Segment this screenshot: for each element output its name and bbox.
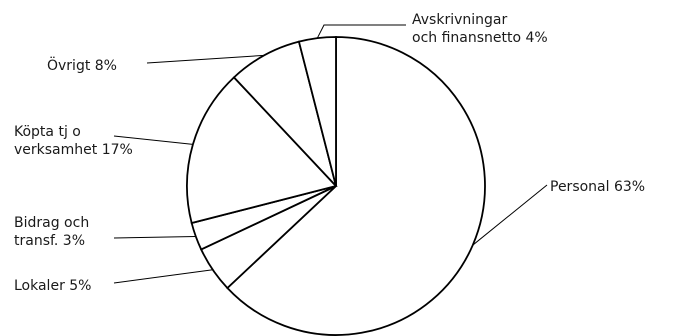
leader-line <box>146 54 265 64</box>
pie-slice <box>186 76 338 225</box>
slice-label-line: Köpta tj o <box>14 124 81 140</box>
leader-line <box>113 135 193 145</box>
leader-line <box>472 184 548 246</box>
slice-label-line: och finansnetto 4% <box>412 30 548 46</box>
leader-line <box>113 269 213 284</box>
slice-label: Övrigt 8% <box>47 56 117 74</box>
slice-label-line: Övrigt 8% <box>47 56 117 74</box>
slice-label-line: Bidrag och <box>14 215 89 231</box>
slice-label-line: verksamhet 17% <box>14 142 133 158</box>
slice-label: Personal 63% <box>550 179 645 195</box>
leader-line <box>316 24 406 39</box>
slice-label: Köpta tj o verksamhet 17% <box>14 124 133 158</box>
slice-label: Avskrivningar och finansnetto 4% <box>412 12 548 46</box>
leader-line <box>113 236 196 239</box>
slice-label-line: Avskrivningar <box>412 12 507 28</box>
slice-label: Bidrag och transf. 3% <box>14 215 89 249</box>
slice-label-line: Personal 63% <box>550 179 645 195</box>
slice-label-line: Lokaler 5% <box>14 278 91 294</box>
slice-label: Lokaler 5% <box>14 278 91 294</box>
slice-label-line: transf. 3% <box>14 233 85 249</box>
